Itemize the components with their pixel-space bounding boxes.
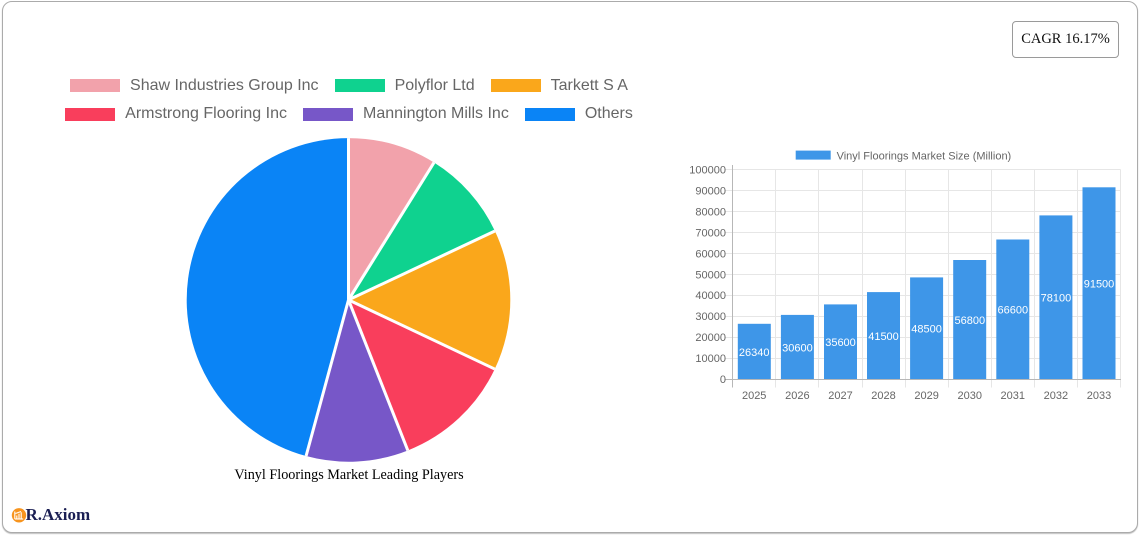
svg-text:2033: 2033: [1087, 390, 1111, 402]
svg-text:60000: 60000: [695, 248, 726, 260]
svg-text:41500: 41500: [868, 331, 899, 343]
svg-text:2027: 2027: [828, 390, 852, 402]
svg-text:30600: 30600: [782, 343, 813, 355]
svg-text:2032: 2032: [1044, 390, 1068, 402]
svg-text:20000: 20000: [695, 332, 726, 344]
svg-text:48500: 48500: [911, 324, 942, 336]
svg-text:Vinyl Floorings Market Size (M: Vinyl Floorings Market Size (Million): [837, 151, 1012, 163]
svg-text:0: 0: [720, 374, 726, 386]
svg-text:2026: 2026: [785, 390, 809, 402]
svg-text:26340: 26340: [739, 347, 770, 359]
svg-text:78100: 78100: [1041, 293, 1072, 305]
svg-text:2025: 2025: [742, 390, 766, 402]
svg-text:40000: 40000: [695, 290, 726, 302]
svg-text:70000: 70000: [695, 227, 726, 239]
svg-text:80000: 80000: [695, 206, 726, 218]
svg-text:56800: 56800: [955, 315, 986, 327]
svg-text:66600: 66600: [998, 305, 1029, 317]
svg-text:90000: 90000: [695, 186, 726, 198]
svg-text:2028: 2028: [871, 390, 895, 402]
svg-text:91500: 91500: [1084, 279, 1115, 291]
svg-text:100000: 100000: [689, 165, 726, 177]
svg-text:2031: 2031: [1001, 390, 1025, 402]
svg-text:30000: 30000: [695, 311, 726, 323]
svg-text:2029: 2029: [914, 390, 938, 402]
svg-text:2030: 2030: [958, 390, 982, 402]
svg-text:35600: 35600: [825, 337, 856, 349]
svg-text:10000: 10000: [695, 353, 726, 365]
svg-text:50000: 50000: [695, 269, 726, 281]
